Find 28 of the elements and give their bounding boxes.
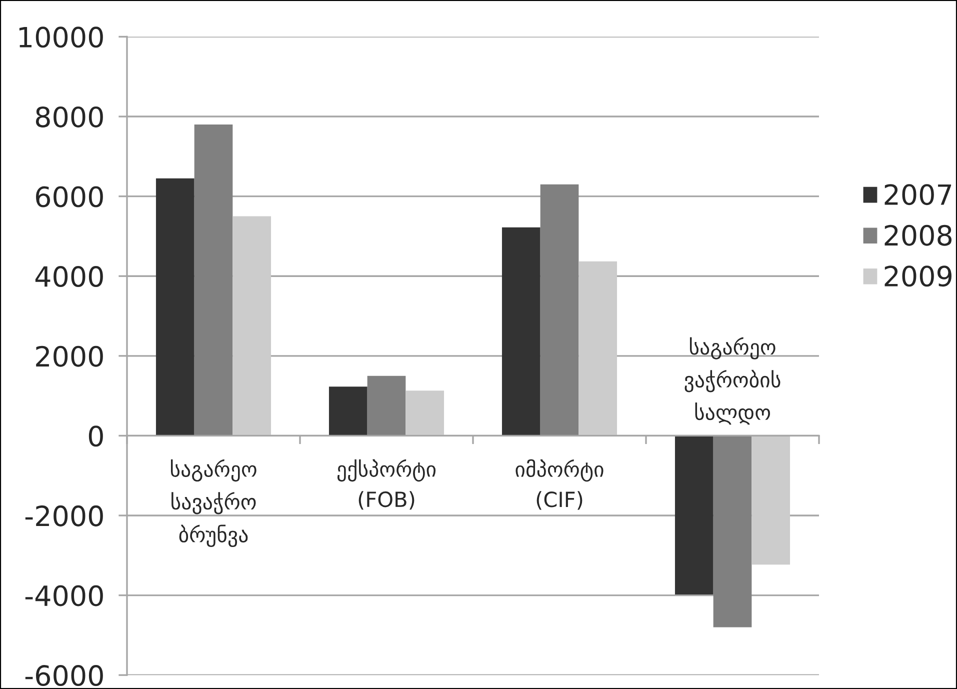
y-tick-label: -4000 bbox=[25, 585, 103, 606]
bar bbox=[752, 436, 790, 565]
y-tick-label: -6000 bbox=[25, 665, 103, 686]
legend-label: 2009 bbox=[884, 266, 952, 287]
bar bbox=[578, 261, 618, 436]
legend-label: 2008 bbox=[884, 224, 952, 246]
y-tick-label: 10000 bbox=[19, 26, 103, 48]
bar bbox=[540, 184, 579, 436]
bar bbox=[156, 178, 194, 436]
bar bbox=[502, 227, 540, 436]
y-tick-label: 2000 bbox=[36, 346, 103, 367]
bar bbox=[674, 436, 714, 594]
y-tick-label: -2000 bbox=[25, 505, 103, 526]
y-tick-label: 6000 bbox=[36, 186, 103, 208]
y-tick-label: 4000 bbox=[35, 266, 103, 288]
x-tick-label: იმპორტი (CIF) bbox=[516, 459, 604, 510]
bar bbox=[232, 216, 272, 436]
legend-label: 2007 bbox=[884, 184, 952, 206]
x-tick-label: საგარეო ვაჭრობის სალდო bbox=[684, 337, 780, 425]
bar bbox=[713, 436, 752, 628]
x-tick-label: საგარეო სავაჭრო ბრუნვა bbox=[170, 459, 256, 548]
bar bbox=[194, 124, 233, 436]
bar bbox=[328, 386, 368, 436]
y-tick-label: 0 bbox=[88, 426, 103, 447]
bar bbox=[406, 390, 444, 436]
x-tick-label: ექსპორტი (FOB) bbox=[337, 459, 436, 510]
bar bbox=[367, 376, 406, 436]
y-tick-label: 8000 bbox=[36, 106, 103, 128]
